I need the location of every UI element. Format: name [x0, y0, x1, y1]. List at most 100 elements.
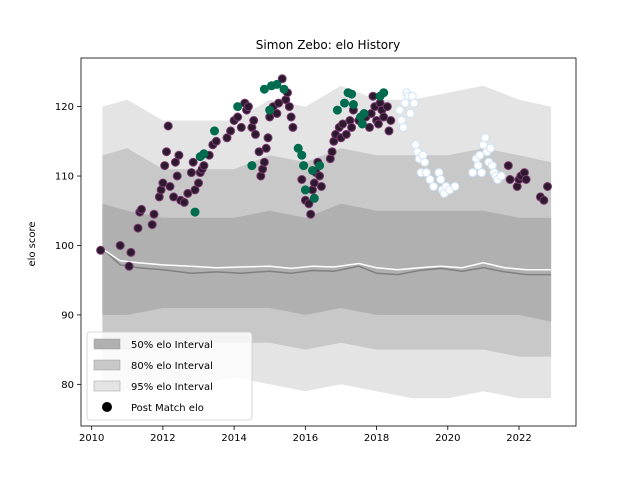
data-point	[183, 188, 193, 198]
center-lines	[101, 248, 552, 276]
data-point	[199, 161, 209, 171]
data-point	[521, 175, 531, 184]
data-point	[277, 74, 287, 84]
band-50	[102, 203, 552, 322]
data-point	[233, 112, 243, 122]
data-point	[174, 150, 184, 160]
data-point	[332, 105, 342, 115]
data-point	[247, 161, 257, 171]
legend-swatch	[93, 380, 121, 392]
x-tick-label: 2016	[293, 433, 318, 444]
data-point	[124, 261, 134, 271]
data-point	[395, 105, 405, 115]
mean-line	[101, 248, 552, 271]
data-point	[373, 119, 383, 129]
data-point	[133, 223, 143, 233]
data-point	[163, 121, 173, 131]
data-point	[300, 185, 310, 195]
data-point	[179, 197, 189, 207]
data-point	[409, 98, 419, 108]
data-point	[304, 199, 314, 209]
data-point	[194, 178, 203, 188]
data-point	[398, 122, 408, 132]
data-point	[263, 133, 273, 143]
data-point	[261, 143, 271, 153]
median-line	[101, 248, 552, 276]
data-point	[379, 88, 389, 98]
legend-marker	[102, 402, 112, 412]
data-point	[286, 112, 296, 122]
x-axis-ticks: 2010 2012 2014 2016 2018 2020 2022	[79, 426, 532, 444]
data-point	[249, 116, 259, 125]
data-point	[279, 84, 289, 94]
data-point	[505, 175, 515, 184]
data-point	[243, 102, 253, 112]
data-point	[359, 109, 369, 118]
y-tick-label: 100	[55, 241, 74, 252]
data-point	[379, 112, 389, 122]
data-point	[400, 98, 410, 108]
y-tick-label: 110	[55, 172, 74, 183]
legend-label: 50% elo Interval	[131, 340, 213, 351]
legend-swatch	[93, 338, 121, 350]
data-point	[222, 133, 232, 143]
data-point	[539, 195, 549, 205]
data-point	[347, 122, 357, 132]
data-point	[420, 157, 430, 167]
data-point	[226, 126, 236, 136]
data-point	[190, 185, 200, 195]
data-point	[199, 149, 209, 159]
data-point	[160, 161, 170, 171]
data-point	[115, 241, 125, 250]
data-point	[190, 207, 200, 217]
data-point	[288, 122, 298, 132]
data-point	[436, 175, 446, 184]
data-point	[340, 98, 349, 108]
data-point	[347, 89, 357, 99]
legend-label: 80% elo Interval	[131, 361, 213, 372]
data-point	[480, 133, 490, 143]
legend-swatch	[93, 359, 121, 371]
data-point	[126, 247, 136, 257]
data-point	[475, 150, 485, 160]
data-point	[259, 84, 269, 94]
data-point	[338, 119, 348, 129]
data-point	[149, 209, 159, 219]
data-point	[450, 182, 460, 191]
data-point	[259, 157, 269, 167]
data-point	[236, 122, 246, 132]
data-point	[309, 178, 319, 188]
data-point	[170, 157, 180, 167]
data-point	[272, 109, 282, 118]
data-point	[316, 182, 326, 191]
data-point	[425, 175, 435, 184]
data-point	[162, 147, 171, 157]
y-tick-label: 90	[61, 310, 74, 321]
data-point	[165, 182, 175, 191]
legend-box	[86, 331, 253, 421]
data-point	[421, 168, 431, 178]
x-tick-label: 2018	[364, 433, 389, 444]
data-point	[341, 129, 351, 139]
data-point	[169, 192, 179, 202]
data-point	[284, 102, 294, 112]
data-point	[274, 98, 284, 108]
data-point	[429, 182, 439, 191]
data-point	[308, 166, 317, 175]
data-point	[210, 126, 219, 136]
x-tick-label: 2020	[435, 433, 460, 444]
data-point	[384, 126, 394, 136]
data-point	[315, 161, 325, 171]
data-point	[293, 143, 303, 153]
data-point	[405, 109, 415, 118]
data-point	[309, 193, 319, 203]
y-axis-ticks: 80 90 100 110 120	[55, 102, 81, 391]
data-point	[251, 129, 260, 139]
data-point	[327, 147, 337, 157]
data-point	[486, 143, 495, 153]
data-point	[357, 119, 367, 129]
x-tick-label: 2010	[79, 433, 104, 444]
chart-title: Simon Zebo: elo History	[256, 38, 400, 52]
data-point	[306, 209, 316, 219]
